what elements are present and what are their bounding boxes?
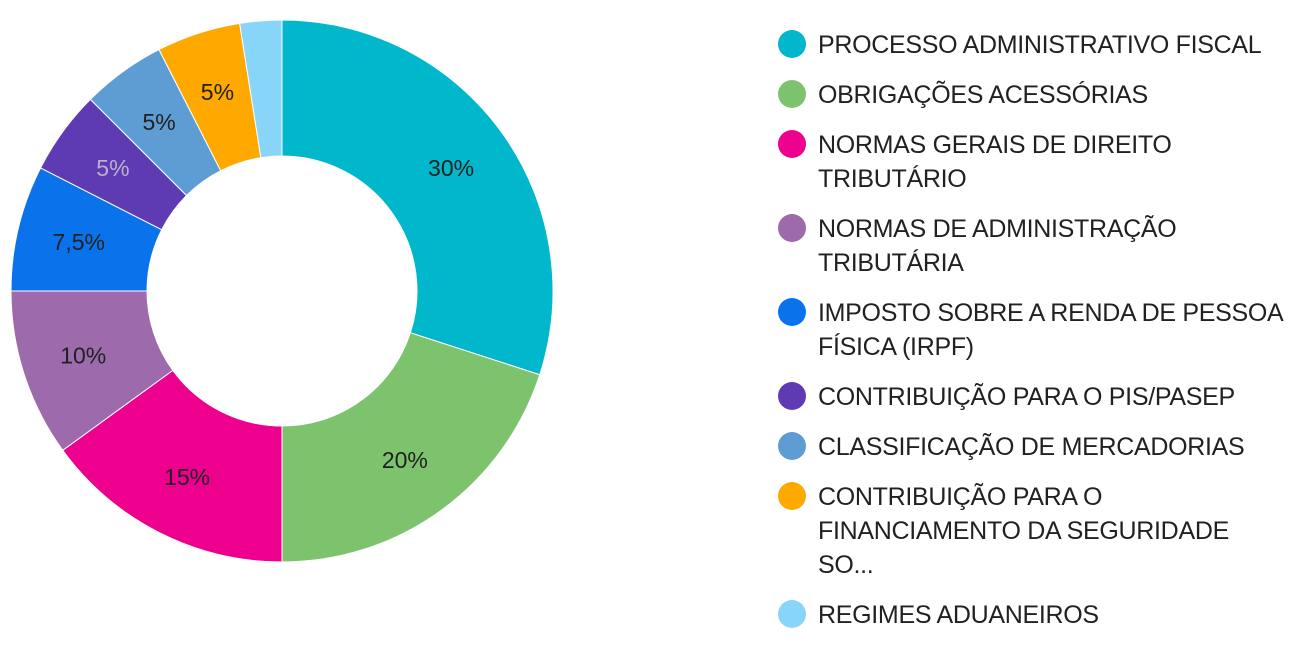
slice-label: 7,5% bbox=[53, 229, 105, 255]
slice-label: 5% bbox=[143, 109, 176, 135]
legend-item: PROCESSO ADMINISTRATIVO FISCAL bbox=[778, 28, 1288, 62]
legend-swatch bbox=[778, 80, 806, 108]
slice-label: 5% bbox=[201, 79, 234, 105]
legend-swatch bbox=[778, 30, 806, 58]
slice-label: 15% bbox=[164, 464, 210, 490]
legend-swatch bbox=[778, 130, 806, 158]
legend-label: REGIMES ADUANEIROS bbox=[818, 601, 1099, 629]
legend-item: CONTRIBUIÇÃO PARA O FINANCIAMENTO DA SEG… bbox=[778, 480, 1288, 582]
pie-slice bbox=[281, 332, 541, 563]
pie-slice bbox=[62, 369, 283, 563]
legend-swatch bbox=[778, 432, 806, 460]
legend-label: CONTRIBUIÇÃO PARA O PIS/PASEP bbox=[818, 383, 1235, 411]
legend-swatch bbox=[778, 600, 806, 628]
legend-item: CLASSIFICAÇÃO DE MERCADORIAS bbox=[778, 430, 1288, 464]
legend-label: CONTRIBUIÇÃO PARA O FINANCIAMENTO DA SEG… bbox=[818, 483, 1229, 579]
slice-label: 10% bbox=[60, 343, 106, 369]
slice-label: 5% bbox=[96, 155, 129, 181]
legend-item: IMPOSTO SOBRE A RENDA DE PESSOA FÍSICA (… bbox=[778, 296, 1288, 364]
pie-slice bbox=[239, 19, 283, 159]
legend-label: CLASSIFICAÇÃO DE MERCADORIAS bbox=[818, 433, 1245, 461]
slice-label: 30% bbox=[428, 155, 474, 181]
legend-swatch bbox=[778, 482, 806, 510]
legend-item: CONTRIBUIÇÃO PARA O PIS/PASEP bbox=[778, 380, 1288, 414]
chart-legend: PROCESSO ADMINISTRATIVO FISCAL OBRIGAÇÕES… bbox=[778, 28, 1288, 648]
legend-label: IMPOSTO SOBRE A RENDA DE PESSOA FÍSICA (… bbox=[818, 299, 1283, 361]
legend-item: NORMAS DE ADMINISTRAÇÃO TRIBUTÁRIA bbox=[778, 212, 1288, 280]
legend-label: OBRIGAÇÕES ACESSÓRIAS bbox=[818, 81, 1148, 109]
pie-slice bbox=[281, 19, 554, 376]
legend-label: NORMAS DE ADMINISTRAÇÃO TRIBUTÁRIA bbox=[818, 215, 1177, 277]
legend-swatch bbox=[778, 298, 806, 326]
legend-swatch bbox=[778, 214, 806, 242]
legend-label: PROCESSO ADMINISTRATIVO FISCAL bbox=[818, 31, 1262, 59]
slice-label: 20% bbox=[382, 447, 428, 473]
legend-swatch bbox=[778, 382, 806, 410]
legend-item: OBRIGAÇÕES ACESSÓRIAS bbox=[778, 78, 1288, 112]
legend-item: NORMAS GERAIS DE DIREITO TRIBUTÁRIO bbox=[778, 128, 1288, 196]
donut-chart: 30% 20% 15% 10% 7,5% 5% 5% 5% bbox=[10, 19, 554, 563]
legend-item: REGIMES ADUANEIROS bbox=[778, 598, 1288, 632]
legend-label: NORMAS GERAIS DE DIREITO TRIBUTÁRIO bbox=[818, 131, 1172, 193]
